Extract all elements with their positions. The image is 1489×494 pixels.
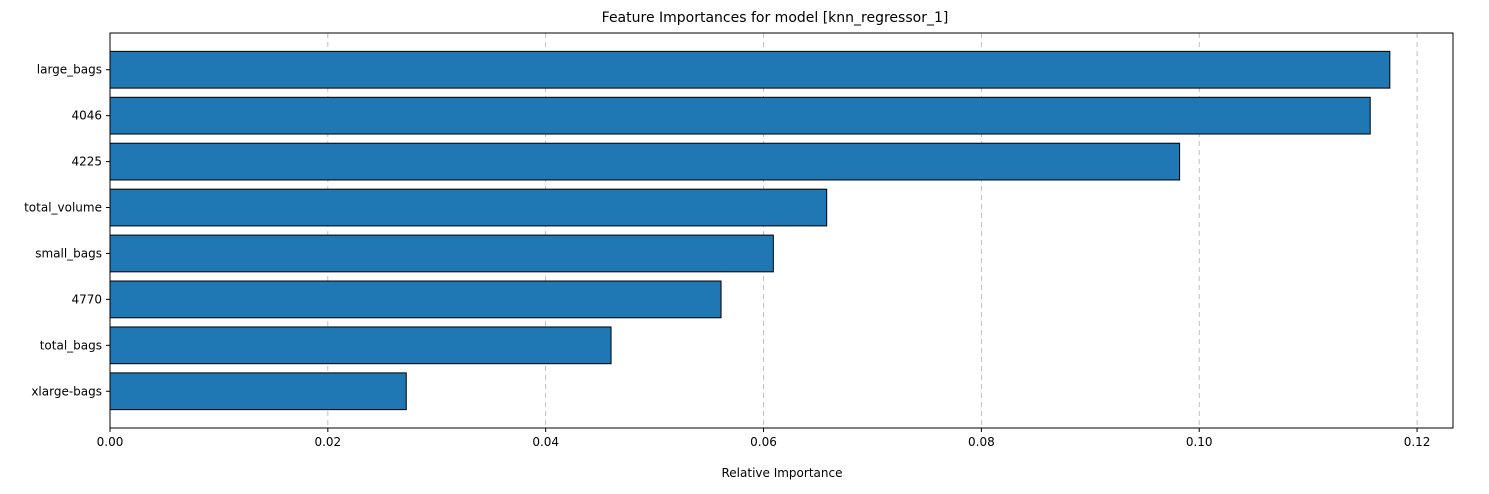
bar <box>109 96 1371 135</box>
plot-frame <box>109 32 1454 429</box>
y-tick-label: 4046 <box>71 109 102 123</box>
y-tick-label: large_bags <box>37 63 102 77</box>
x-tick-label: 0.06 <box>750 435 777 449</box>
bar <box>109 142 1181 181</box>
y-tick-label: xlarge-bags <box>31 384 102 398</box>
bars <box>109 50 1391 411</box>
bar <box>109 280 722 319</box>
bar <box>109 50 1391 89</box>
x-tick-label: 0.00 <box>97 435 124 449</box>
bar <box>109 326 612 365</box>
y-tick-label: small_bags <box>35 246 102 260</box>
x-tick-label: 0.02 <box>314 435 341 449</box>
y-tick-label: 4225 <box>71 155 102 169</box>
x-axis-ticks: 0.00 0.02 0.04 0.06 0.08 0.10 0.12 <box>97 428 1431 449</box>
y-tick-label: total_bags <box>40 338 102 352</box>
x-tick-label: 0.10 <box>1186 435 1213 449</box>
y-tick-label: 4770 <box>71 292 102 306</box>
x-tick-label: 0.12 <box>1404 435 1431 449</box>
bar <box>109 188 828 227</box>
y-axis-ticks: large_bags 4046 4225 total_volume small_bags… <box>24 63 110 398</box>
x-axis-label: Relative Importance <box>722 466 843 480</box>
x-tick-label: 0.08 <box>968 435 995 449</box>
y-tick-label: total_volume <box>24 201 102 215</box>
x-tick-label: 0.04 <box>532 435 559 449</box>
grid-lines <box>109 33 1418 428</box>
chart-title: Feature Importances for model [knn_regre… <box>602 10 949 26</box>
bar <box>109 372 407 411</box>
bar <box>109 234 774 273</box>
